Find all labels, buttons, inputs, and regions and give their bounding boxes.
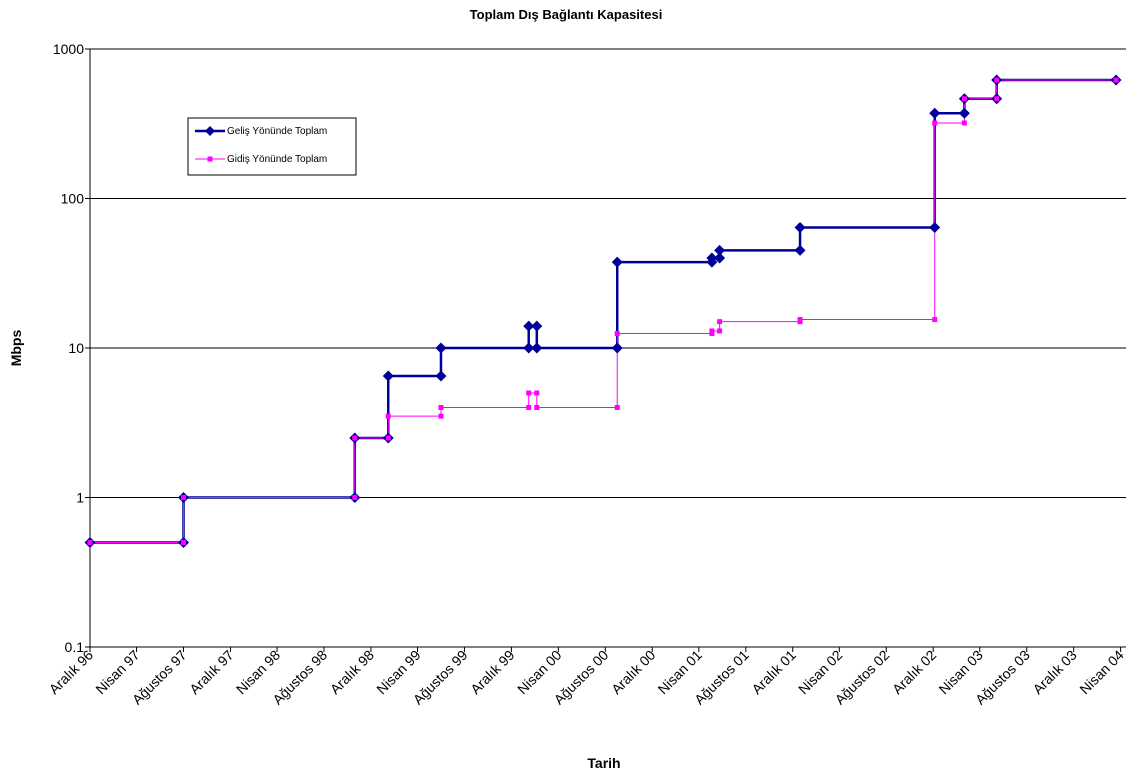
legend-label-gelis: Geliş Yönünde Toplam bbox=[227, 126, 327, 137]
data-point-gelis bbox=[706, 252, 718, 264]
data-point-gidis bbox=[614, 331, 620, 337]
data-point-gidis bbox=[994, 77, 1000, 83]
data-point-gidis bbox=[534, 390, 540, 396]
x-tick-label: Aralık 00 bbox=[608, 647, 659, 698]
data-point-gidis bbox=[614, 404, 620, 410]
data-point-gidis bbox=[438, 413, 444, 419]
x-tick-label: Aralık 97 bbox=[186, 647, 237, 698]
y-tick-labels: 0.1 1 10 100 1000 bbox=[53, 41, 84, 655]
data-point-gidis bbox=[961, 96, 967, 102]
x-tick-label: Aralık 98 bbox=[327, 647, 378, 698]
y-tick-label: 1000 bbox=[53, 41, 84, 57]
x-tick-label: Aralık 02 bbox=[889, 647, 940, 698]
data-point-gelis bbox=[958, 107, 970, 119]
data-point-gelis bbox=[794, 221, 806, 233]
legend-box bbox=[187, 117, 357, 176]
data-point-gidis bbox=[932, 317, 938, 323]
data-point-gelis bbox=[435, 342, 447, 354]
data-point-gidis bbox=[709, 328, 715, 334]
legend: Geliş Yönünde Toplam Gidiş Yönünde Topla… bbox=[187, 117, 357, 176]
y-tick-label: 10 bbox=[68, 340, 84, 356]
data-point-gidis bbox=[1113, 77, 1119, 83]
y-tick-label: 100 bbox=[61, 191, 85, 207]
series-line-gidis bbox=[90, 79, 1116, 543]
data-point-gidis bbox=[961, 120, 967, 126]
data-point-gelis bbox=[714, 244, 726, 256]
data-point-gelis bbox=[435, 370, 447, 382]
data-point-gidis bbox=[438, 404, 444, 410]
x-tick-label: Aralık 03 bbox=[1029, 647, 1080, 698]
x-tick-label: Aralık 01 bbox=[748, 647, 799, 698]
data-point-gidis bbox=[385, 413, 391, 419]
data-point-gidis bbox=[352, 495, 358, 500]
grid-lines bbox=[90, 48, 1126, 498]
x-tick-label: Aralık 99 bbox=[467, 647, 518, 698]
data-point-gelis bbox=[531, 320, 543, 332]
legend-marker-gelis bbox=[205, 126, 215, 136]
data-point-gidis bbox=[385, 435, 391, 441]
data-point-gidis bbox=[994, 96, 1000, 102]
data-point-gelis bbox=[611, 342, 623, 354]
legend-label-gidis: Gidiş Yönünde Toplam bbox=[227, 154, 327, 165]
x-axis-title: Tarih bbox=[587, 755, 620, 771]
chart-title: Toplam Dış Bağlantı Kapasitesi bbox=[470, 7, 663, 22]
data-point-gidis bbox=[526, 390, 532, 396]
legend-marker-gidis bbox=[207, 156, 213, 162]
data-point-gidis bbox=[932, 120, 938, 126]
data-point-gidis bbox=[709, 331, 715, 337]
data-point-gelis bbox=[523, 320, 535, 332]
data-point-gelis bbox=[714, 252, 726, 264]
data-point-gelis bbox=[929, 221, 941, 233]
data-point-gidis bbox=[797, 317, 803, 323]
data-point-gelis bbox=[794, 244, 806, 256]
data-point-gelis bbox=[531, 342, 543, 354]
data-point-gidis bbox=[717, 319, 723, 325]
series-layer bbox=[84, 74, 1122, 549]
data-point-gidis bbox=[717, 328, 723, 334]
data-point-gidis bbox=[181, 540, 187, 546]
data-point-gidis bbox=[87, 540, 93, 546]
y-tick-label: 1 bbox=[76, 490, 84, 506]
data-point-gidis bbox=[181, 495, 187, 500]
data-point-gelis bbox=[929, 107, 941, 119]
data-point-gelis bbox=[611, 256, 623, 268]
y-tick-label: 0.1 bbox=[65, 639, 85, 655]
data-point-gelis bbox=[382, 370, 394, 382]
y-axis-title: Mbps bbox=[8, 330, 24, 367]
data-point-gidis bbox=[526, 404, 532, 410]
x-tick-label: Nisan 04 bbox=[1076, 647, 1126, 698]
data-point-gidis bbox=[352, 435, 358, 441]
data-point-gidis bbox=[534, 404, 540, 410]
data-point-gelis bbox=[523, 342, 535, 354]
